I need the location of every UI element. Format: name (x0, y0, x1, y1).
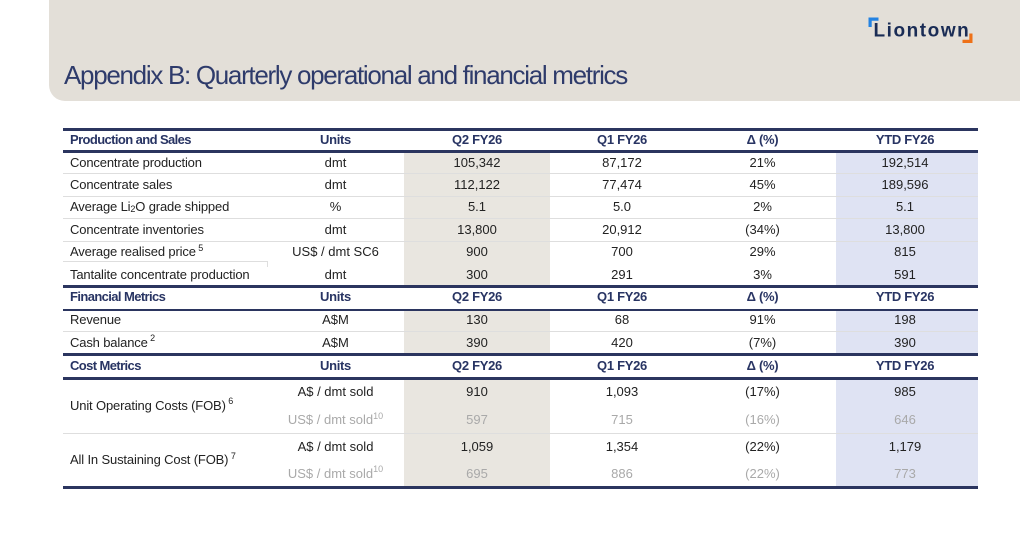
svg-text:Liontown: Liontown (874, 20, 971, 41)
